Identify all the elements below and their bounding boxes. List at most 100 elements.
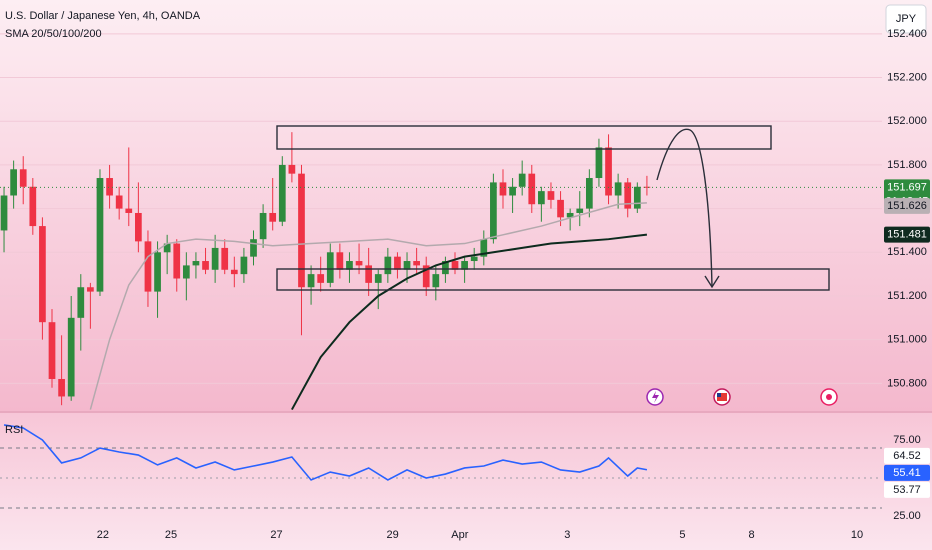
candle-body xyxy=(135,212,142,242)
y-tick-label: 152.000 xyxy=(887,115,927,127)
x-tick-label: 27 xyxy=(270,529,282,541)
candle-body xyxy=(326,252,334,283)
candle-body xyxy=(192,261,200,266)
candle-body xyxy=(451,261,459,270)
x-tick-label: 5 xyxy=(679,529,685,541)
candle-body xyxy=(614,182,622,196)
value-marker: 53.77 xyxy=(893,484,921,496)
y-tick-label: 152.200 xyxy=(887,71,927,83)
currency-label: JPY xyxy=(896,13,917,25)
x-tick-label: 10 xyxy=(851,529,863,541)
y-tick-label: 151.400 xyxy=(887,246,927,258)
candle-body xyxy=(125,208,133,213)
projection-arrow xyxy=(656,128,713,287)
moving-average xyxy=(291,233,648,411)
candle-body xyxy=(461,261,468,270)
candle-body xyxy=(518,173,526,187)
value-marker-box xyxy=(884,464,930,481)
y-tick-label: 150.800 xyxy=(887,377,927,389)
x-tick-label: 29 xyxy=(387,529,399,541)
candle-body xyxy=(202,261,209,270)
y-tick-label: 25.00 xyxy=(893,510,921,522)
price-pane xyxy=(0,0,932,412)
candle-body xyxy=(394,256,401,270)
x-tick-label: 8 xyxy=(748,529,754,541)
price-label: 151.697 xyxy=(887,181,927,193)
resistance-zone xyxy=(276,125,772,150)
price-label-box xyxy=(884,226,930,243)
candle-body xyxy=(67,317,75,397)
candle-body xyxy=(269,212,277,222)
candle-body xyxy=(29,186,37,227)
rsi-title: RSI xyxy=(5,424,23,436)
candle-body xyxy=(307,274,315,288)
candle-body xyxy=(595,147,603,179)
candle-body xyxy=(585,178,593,209)
rsi-line xyxy=(3,424,648,481)
candle-body xyxy=(422,265,430,288)
candle-body xyxy=(259,212,267,240)
candle-body xyxy=(106,178,113,196)
x-tick-label: 25 xyxy=(165,529,177,541)
candle-body xyxy=(365,265,373,283)
candle-body xyxy=(633,186,641,209)
candle-body xyxy=(528,173,536,205)
candle-body xyxy=(346,261,353,270)
event-glyph xyxy=(826,394,832,400)
currency-button[interactable] xyxy=(885,4,927,34)
candle-body xyxy=(19,169,27,187)
candle-body xyxy=(470,256,478,262)
candle-body xyxy=(336,252,344,270)
candle-body xyxy=(10,169,17,196)
x-tick-label: 3 xyxy=(564,529,570,541)
candle-body xyxy=(355,261,363,266)
candle-body xyxy=(509,186,516,196)
x-tick-label: 22 xyxy=(97,529,109,541)
candle-body xyxy=(288,164,296,174)
candle-body xyxy=(173,243,181,279)
value-marker: 55.41 xyxy=(893,467,921,479)
candle-body xyxy=(547,191,555,200)
candle-body xyxy=(39,226,46,323)
candle-body xyxy=(250,239,257,257)
candle-body xyxy=(643,186,651,188)
x-tick-label: Apr xyxy=(451,529,468,541)
candle-body xyxy=(154,252,161,292)
candle-body xyxy=(538,191,545,205)
candle-body xyxy=(230,269,238,275)
flag-glyph xyxy=(717,393,721,397)
chart-title: U.S. Dollar / Japanese Yen, 4h, OANDA xyxy=(5,10,201,22)
y-tick-label: 151.800 xyxy=(887,159,927,171)
support-zone xyxy=(276,268,830,291)
arrow-head xyxy=(704,275,720,289)
candle-body xyxy=(163,243,171,253)
candle-body xyxy=(566,212,574,218)
candle-body xyxy=(480,239,488,257)
moving-average xyxy=(89,202,647,410)
y-tick-label: 152.400 xyxy=(887,28,927,40)
candle-body xyxy=(58,378,65,397)
value-marker: 64.52 xyxy=(893,450,921,462)
candle-body xyxy=(432,274,440,288)
value-marker-box xyxy=(884,447,930,464)
candle-body xyxy=(48,322,56,379)
candle-body xyxy=(0,195,8,231)
candle-body xyxy=(499,182,507,196)
y-tick-label: 151.200 xyxy=(887,290,927,302)
price-label: 151.626 xyxy=(887,200,927,212)
candle-body xyxy=(624,182,632,209)
y-tick-label: 75.00 xyxy=(893,434,921,446)
candle-body xyxy=(115,195,123,209)
candle-body xyxy=(144,241,152,292)
candle-body xyxy=(240,256,248,275)
candle-body xyxy=(221,247,229,270)
event-glyph xyxy=(652,391,659,403)
y-tick-label: 151.000 xyxy=(887,334,927,346)
event-icons xyxy=(646,388,838,406)
candle-body xyxy=(77,287,85,318)
candle-body xyxy=(87,287,94,292)
candle-body xyxy=(557,199,564,218)
candle-body xyxy=(413,261,420,266)
candle-body xyxy=(605,147,612,196)
